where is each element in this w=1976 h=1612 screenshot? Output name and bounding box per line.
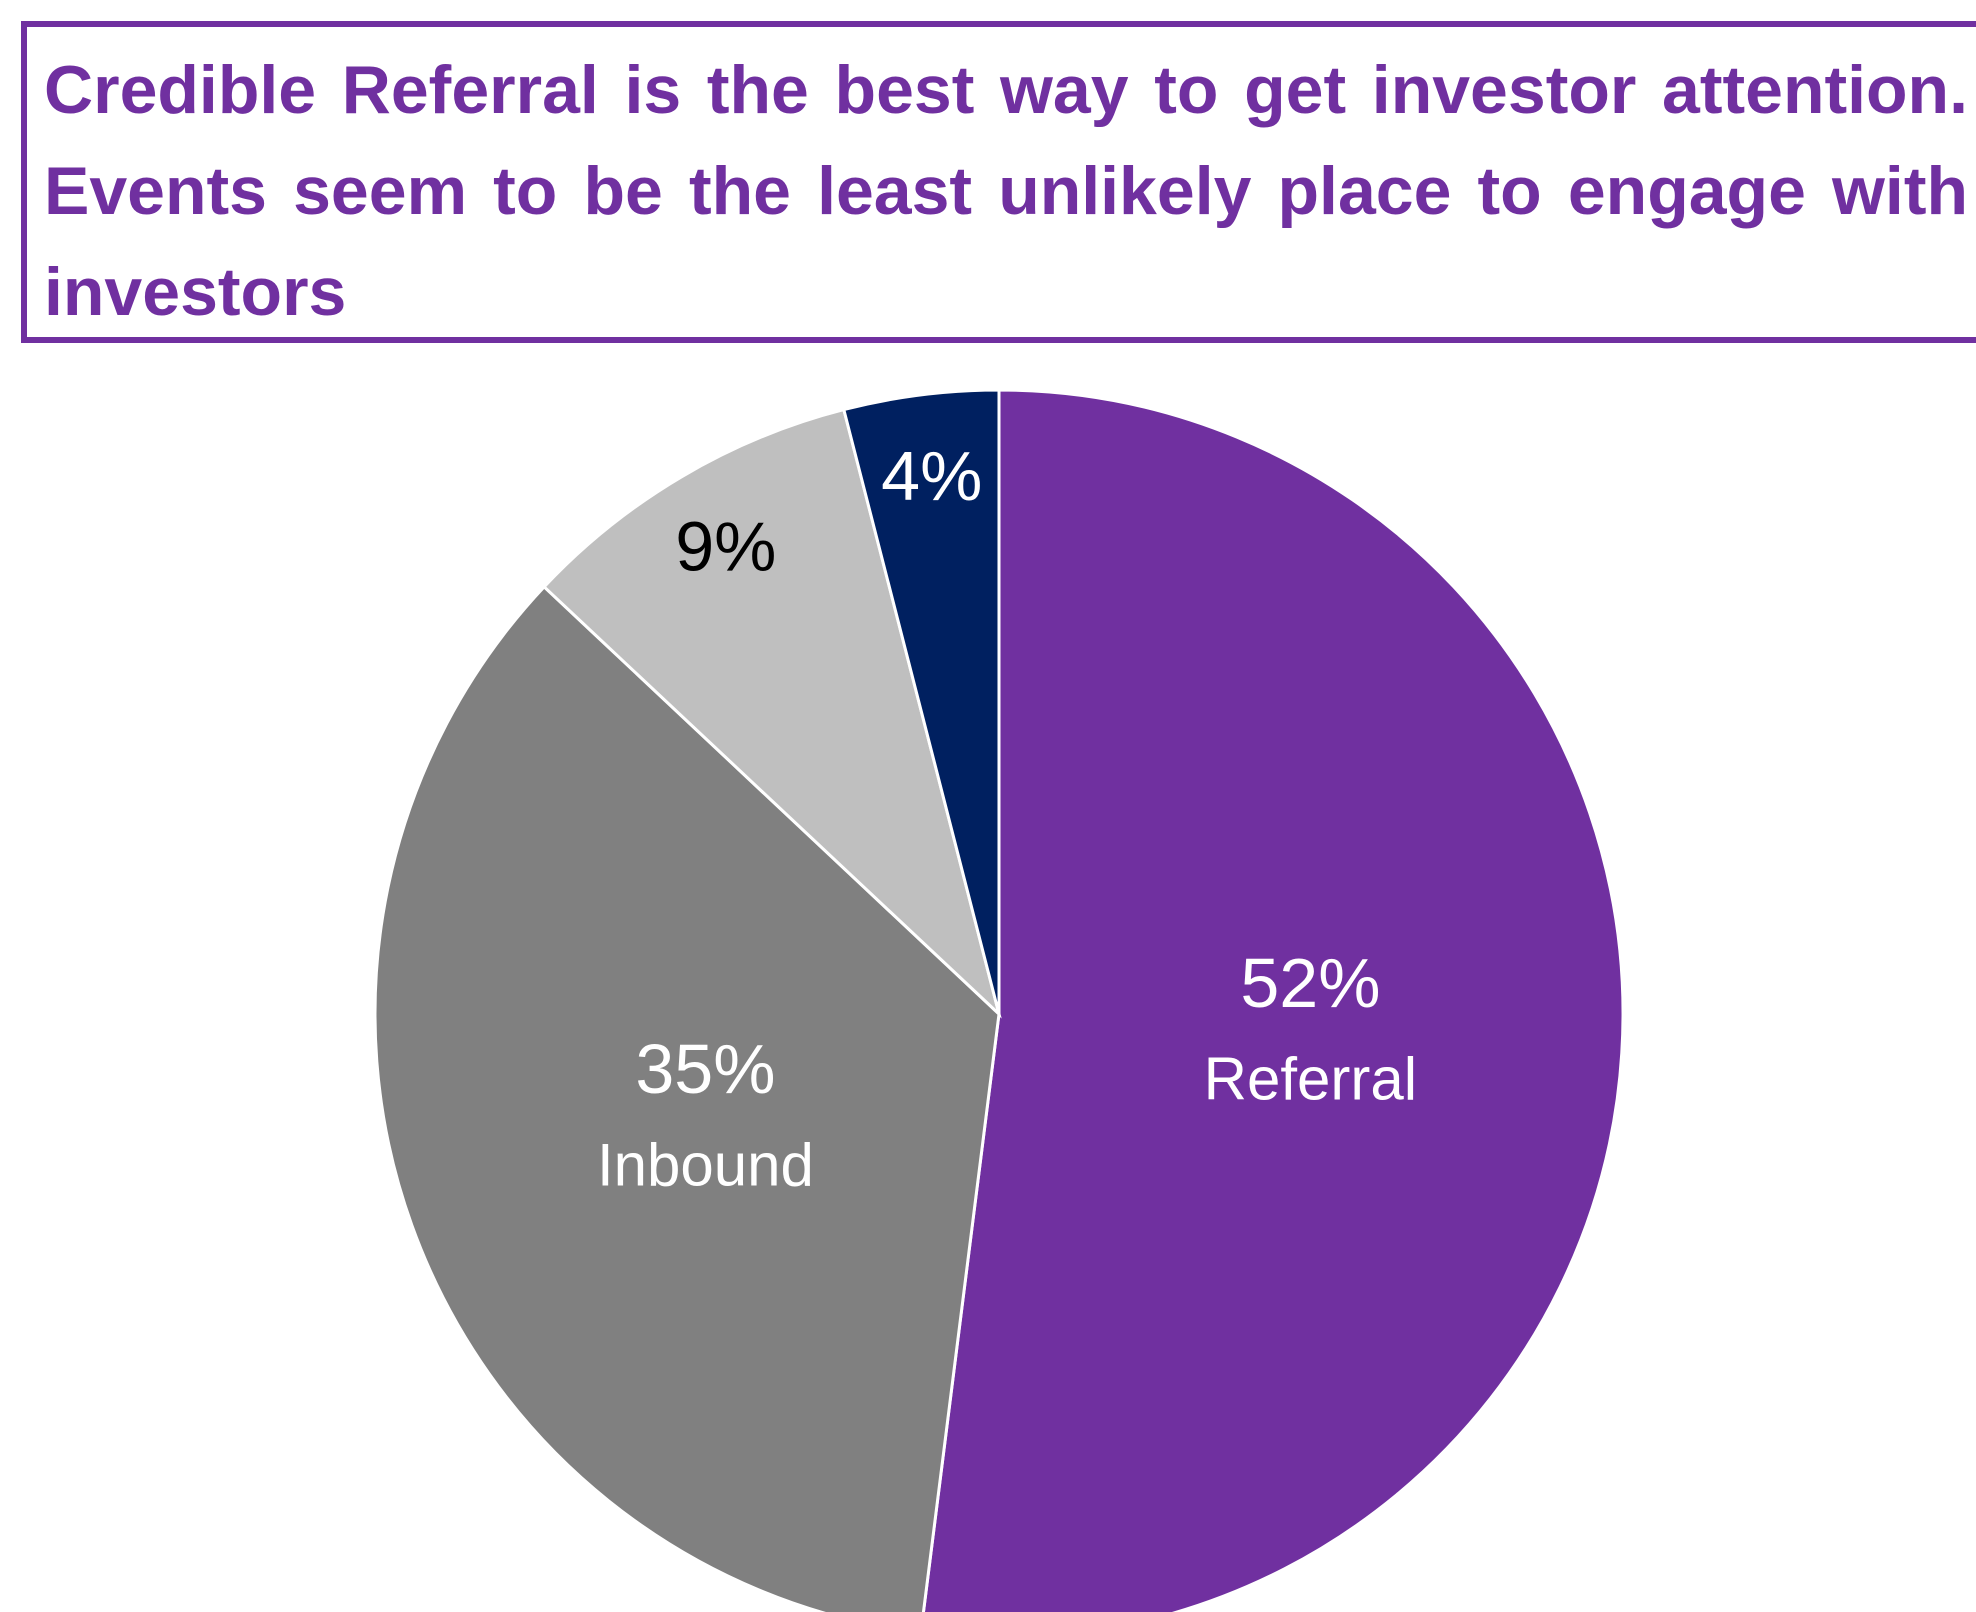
value-label: 4% (881, 437, 982, 515)
category-label: Referral (1204, 1045, 1417, 1112)
pie-slice (542, 407, 1002, 1019)
pie-slice (841, 388, 1001, 1015)
category-label: Inbound (597, 1132, 814, 1199)
value-label: 35% (635, 1030, 775, 1108)
chart-title: Credible Referral is the best way to get… (44, 52, 1968, 330)
pie-slice (921, 388, 1625, 1612)
pie-slice (373, 584, 1001, 1612)
value-label: 9% (675, 508, 776, 586)
value-label: 52% (1240, 944, 1380, 1022)
title-box (21, 21, 1976, 343)
